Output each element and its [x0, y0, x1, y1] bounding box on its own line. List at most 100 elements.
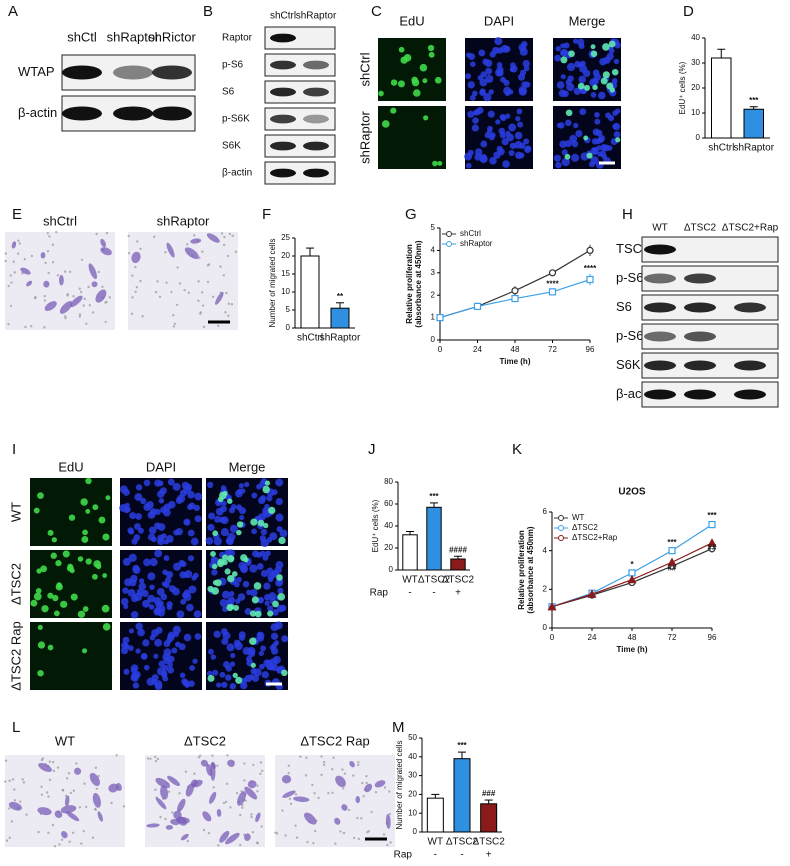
- pore: [294, 824, 297, 827]
- blot-row-label: p-S6: [616, 270, 643, 285]
- pore: [343, 772, 347, 775]
- cell: [262, 485, 270, 494]
- pore: [127, 234, 130, 238]
- pore: [186, 839, 190, 843]
- pore: [202, 325, 206, 329]
- blot-frame: [264, 80, 336, 104]
- migrated-cell: [190, 779, 198, 788]
- pore: [83, 782, 86, 785]
- migrated-cell: [155, 797, 167, 810]
- pore: [322, 763, 326, 767]
- pore: [389, 841, 392, 844]
- pore: [65, 777, 69, 780]
- pore: [382, 833, 386, 836]
- cell: [47, 529, 54, 536]
- cell: [470, 61, 476, 67]
- migrated-cell: [247, 780, 257, 789]
- cell: [583, 135, 589, 141]
- pore: [167, 790, 171, 793]
- pore: [299, 755, 302, 758]
- cell: [154, 638, 163, 647]
- pore: [341, 768, 344, 771]
- pore: [327, 791, 330, 795]
- y-tick-label: 0: [696, 133, 701, 142]
- cell: [153, 607, 162, 616]
- migrated-cell: [44, 301, 57, 311]
- panel-letter: M: [392, 719, 405, 736]
- cell: [119, 485, 128, 494]
- pore: [75, 762, 78, 765]
- pore: [320, 773, 323, 777]
- pore: [170, 290, 173, 294]
- cell: [214, 515, 222, 523]
- marker: [548, 269, 557, 277]
- pore: [226, 254, 230, 258]
- pore: [332, 756, 335, 759]
- image-heading: shCtrl: [43, 213, 77, 228]
- cell: [163, 656, 171, 665]
- blot-band: [113, 106, 153, 121]
- cell: [432, 160, 438, 167]
- cell: [514, 131, 523, 140]
- cell: [276, 604, 285, 613]
- blot-band: [734, 389, 766, 400]
- migrated-cell: [95, 289, 107, 303]
- pore: [206, 280, 210, 284]
- cell: [397, 80, 405, 88]
- pore: [352, 774, 355, 777]
- panel-letter: L: [12, 719, 20, 736]
- pore: [172, 313, 175, 317]
- pore: [131, 296, 134, 299]
- pore: [274, 831, 277, 834]
- migrated-cell: [210, 763, 216, 781]
- cell: [205, 537, 214, 545]
- cell: [193, 504, 200, 512]
- chart-title: U2OS: [618, 487, 646, 498]
- cell: [82, 529, 88, 536]
- cell: [186, 603, 194, 612]
- pore: [52, 769, 56, 773]
- blot-band: [734, 302, 766, 313]
- cell: [244, 481, 250, 488]
- y-tick-label: 2: [543, 584, 548, 593]
- cell: [259, 550, 266, 557]
- image-heading: DAPI: [146, 459, 176, 474]
- pore: [366, 831, 369, 834]
- pore: [212, 786, 215, 789]
- pore: [78, 287, 81, 290]
- bar: [330, 307, 350, 329]
- cell: [102, 573, 108, 578]
- cell: [569, 134, 578, 143]
- y-axis-label: Number of migrated cells: [395, 741, 404, 830]
- pore: [334, 842, 337, 845]
- pore: [388, 790, 391, 793]
- panel-letter: A: [8, 3, 18, 20]
- image-heading: EdU: [399, 13, 424, 28]
- significance: ##: [668, 563, 677, 572]
- pore: [207, 263, 211, 266]
- cell: [242, 580, 250, 588]
- pore: [78, 315, 82, 318]
- cell: [220, 485, 227, 491]
- cell: [488, 89, 494, 95]
- cell: [230, 652, 236, 659]
- x-tick-label: ΔTSC2: [446, 837, 479, 848]
- blot-band: [684, 302, 716, 313]
- cell: [179, 672, 186, 679]
- cell: [47, 644, 54, 651]
- pore: [91, 311, 95, 314]
- cell: [275, 560, 284, 569]
- pore: [159, 815, 162, 819]
- migrated-cell: [26, 280, 33, 287]
- blot-band: [62, 65, 102, 80]
- cell: [55, 583, 63, 591]
- cell: [270, 647, 279, 655]
- migrated-cell: [244, 786, 258, 800]
- pore: [8, 779, 11, 783]
- pore: [61, 789, 65, 792]
- y-tick-label: 6: [543, 507, 548, 516]
- panel-letter: J: [368, 441, 376, 458]
- panel-letter: C: [371, 3, 382, 20]
- cell: [251, 528, 258, 535]
- pore: [250, 813, 253, 816]
